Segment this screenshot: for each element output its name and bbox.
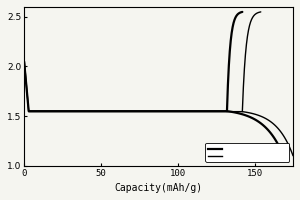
X-axis label: Capacity(mAh/g): Capacity(mAh/g) bbox=[115, 183, 202, 193]
Legend: 原始样品, 本发明方法改性处: 原始样品, 本发明方法改性处 bbox=[205, 143, 289, 162]
